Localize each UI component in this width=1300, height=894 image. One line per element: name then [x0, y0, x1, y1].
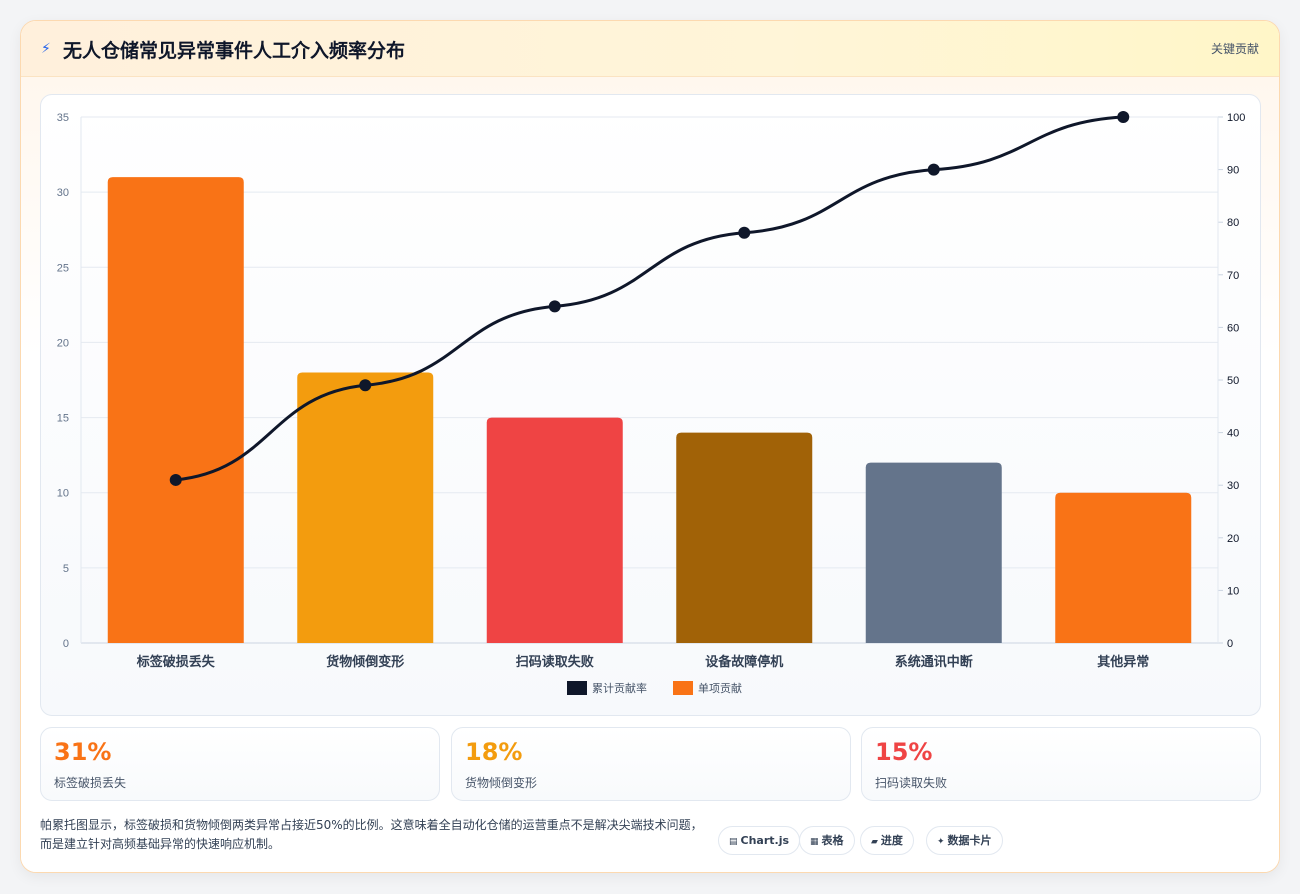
chart-container: 0 5 10 15 20 25 30 35 0 10 20 30 40 50 60 70 80 90 100 标签破损…: [40, 94, 1261, 716]
y-left-tick-label: 10: [57, 488, 69, 500]
stat-value: 31%: [54, 738, 112, 766]
pill-label: 表格: [821, 834, 844, 847]
pill-label: Chart.js: [740, 834, 790, 847]
y-left-tick-label: 25: [57, 262, 69, 274]
stat-value: 15%: [875, 738, 933, 766]
y-right-tick-label: 80: [1227, 217, 1239, 229]
y-left-tick-label: 5: [63, 563, 69, 575]
cumulative-point: [738, 226, 751, 239]
x-tick-label: 标签破损丢失: [136, 654, 216, 670]
chart-card: ⚡ 无人仓储常见异常事件人工介入频率分布 关键贡献 0 5 10 15 20 25 30 35…: [20, 20, 1280, 873]
y-right-tick-label: 50: [1227, 375, 1239, 387]
y-left-tick-label: 35: [57, 112, 69, 124]
card-body: 0 5 10 15 20 25 30 35 0 10 20 30 40 50 60 70 80 90 100 标签破损…: [21, 77, 1279, 872]
insight-note: 帕累托图显示，标签破损和货物倾倒两类异常占接近50%的比例。这意味着全自动化仓储…: [40, 818, 703, 851]
y-right-tick-label: 20: [1227, 533, 1239, 545]
y-right-tick-label: 90: [1227, 165, 1239, 177]
stat-label: 标签破损丢失: [54, 776, 127, 790]
x-tick-label: 货物倾倒变形: [326, 654, 404, 670]
bar: [107, 177, 244, 643]
bar: [486, 417, 623, 643]
stat-card-2: 18% 货物倾倒变形: [451, 727, 851, 801]
y-right-tick-label: 30: [1227, 480, 1239, 492]
chart-icon: ▤: [729, 837, 738, 847]
bar: [297, 372, 434, 643]
pill-label: 数据卡片: [947, 834, 992, 847]
cumulative-point: [169, 473, 182, 486]
cumulative-point: [927, 163, 940, 176]
y-right-tick-label: 60: [1227, 322, 1239, 334]
progress-icon: ▰: [871, 837, 878, 847]
card-header: ⚡ 无人仓储常见异常事件人工介入频率分布 关键贡献: [21, 21, 1279, 77]
y-right-tick-label: 0: [1227, 638, 1233, 650]
y-left-tick-label: 20: [57, 337, 69, 349]
y-right-tick-label: 100: [1227, 112, 1245, 124]
bar: [865, 462, 1002, 643]
x-tick-label: 系统通讯中断: [895, 654, 973, 670]
pill-progress[interactable]: ▰ 进度: [860, 826, 914, 855]
pill-chartjs[interactable]: ▤ Chart.js: [718, 826, 801, 855]
x-tick-label: 设备故障停机: [705, 654, 783, 670]
stat-label: 货物倾倒变形: [465, 776, 538, 790]
y-right-tick-label: 70: [1227, 270, 1239, 282]
card-title: 无人仓储常见异常事件人工介入频率分布: [63, 40, 406, 62]
key-contribution-link[interactable]: 关键贡献: [1210, 42, 1259, 56]
cumulative-point: [1117, 111, 1130, 123]
x-tick-label: 扫码读取失败: [516, 654, 594, 670]
table-icon: ▦: [810, 837, 819, 847]
y-left-tick-label: 0: [63, 638, 69, 650]
legend-swatch: [567, 681, 587, 695]
bar: [676, 432, 813, 643]
legend-label: 单项贡献: [698, 681, 742, 695]
stat-value: 18%: [465, 738, 523, 766]
pareto-chart: 0 5 10 15 20 25 30 35 0 10 20 30 40 50 60 70 80 90 100 标签破损…: [57, 111, 1245, 695]
y-left-tick-label: 15: [57, 413, 69, 425]
pill-data-cards[interactable]: ✦ 数据卡片: [926, 826, 1003, 855]
stat-card-3: 15% 扫码读取失败: [861, 727, 1261, 801]
stat-label: 扫码读取失败: [875, 776, 948, 790]
cumulative-point: [548, 300, 561, 313]
cumulative-line: [175, 115, 1124, 482]
y-left-tick-label: 30: [57, 187, 69, 199]
lightning-icon: ⚡: [41, 41, 51, 57]
pill-table[interactable]: ▦ 表格: [799, 826, 855, 855]
cumulative-point: [359, 379, 372, 392]
sparkle-icon: ✦: [937, 837, 945, 847]
y-right-tick-label: 40: [1227, 428, 1239, 440]
legend-label: 累计贡献率: [592, 681, 647, 695]
y-right-tick-label: 10: [1227, 585, 1239, 597]
stat-card-1: 31% 标签破损丢失: [40, 727, 440, 801]
x-tick-label: 其他异常: [1097, 654, 1149, 670]
pill-label: 进度: [880, 834, 903, 847]
legend-swatch: [673, 681, 693, 695]
bar: [1055, 492, 1192, 643]
